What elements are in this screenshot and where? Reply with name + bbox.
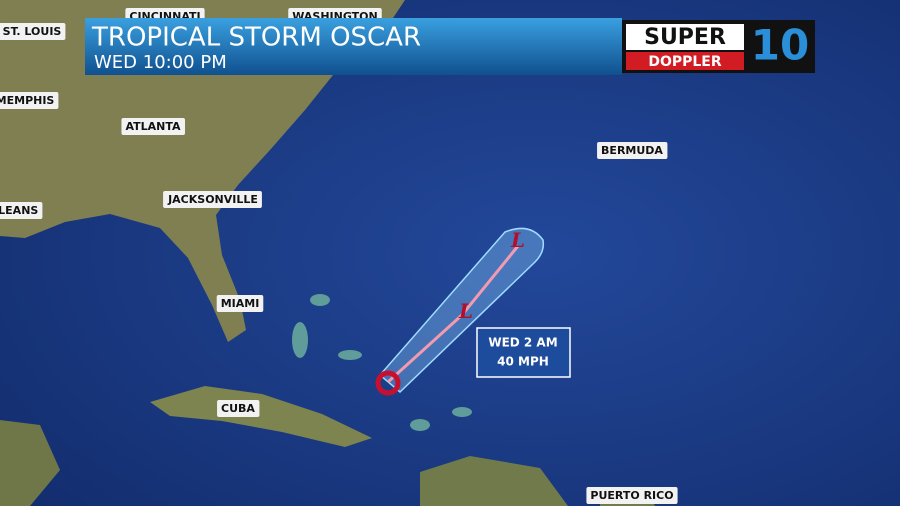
place-label-bg	[597, 142, 668, 159]
place-label: BERMUDA	[601, 144, 663, 157]
place-label: PUERTO RICO	[590, 489, 673, 502]
logo-top: SUPER	[644, 25, 726, 50]
place-label: RLEANS	[0, 204, 38, 217]
central-america	[0, 420, 60, 506]
logo-bottom: DOPPLER	[648, 54, 722, 70]
place-label: ATLANTA	[125, 120, 181, 133]
place-label: ST. LOUIS	[3, 25, 62, 38]
place-label-bg	[163, 191, 262, 208]
hispaniola	[420, 456, 568, 506]
callout-text: WED 2 AM	[488, 336, 557, 350]
place-label: MIAMI	[221, 297, 260, 310]
place-label-bg	[216, 295, 264, 312]
place-label: MEMPHIS	[0, 94, 54, 107]
banner-time: WED 10:00 PM	[94, 52, 227, 73]
cuba	[150, 386, 372, 447]
place-label: CUBA	[221, 402, 255, 415]
us-land	[0, 0, 405, 342]
place-label: JACKSONVILLE	[167, 193, 258, 206]
place-label-bg	[0, 23, 66, 40]
place-label-bg	[121, 118, 186, 135]
bahamas	[292, 294, 472, 431]
banner	[85, 18, 622, 75]
place-label-bg	[0, 202, 43, 219]
storm-marker: L	[458, 299, 473, 323]
callout-box	[476, 327, 571, 378]
track-line	[386, 245, 520, 384]
place-label-bg	[217, 400, 260, 417]
callout-text: 40 MPH	[497, 355, 549, 369]
place-label-bg	[0, 92, 59, 109]
banner-title: TROPICAL STORM OSCAR	[91, 23, 421, 53]
storm-icon	[375, 370, 401, 396]
storm-marker: L	[510, 228, 525, 252]
logo-top-bg	[626, 24, 744, 50]
logo-bottom-bg	[626, 52, 744, 70]
place-label-bg	[586, 487, 678, 504]
logo-number: 10	[751, 21, 809, 70]
